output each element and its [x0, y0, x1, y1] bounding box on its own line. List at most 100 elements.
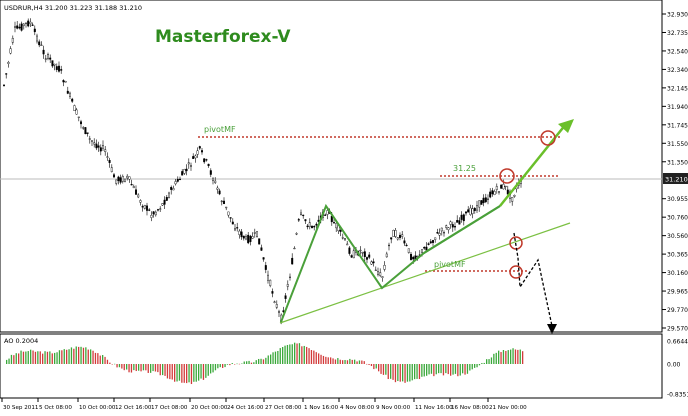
ao-bar	[291, 344, 293, 364]
time-tick-label: 5 Oct 08:00	[39, 405, 72, 411]
candle-body	[58, 65, 61, 72]
ao-bar	[363, 361, 365, 364]
ao-bar	[243, 361, 245, 364]
ao-bar	[226, 364, 229, 365]
candle-body	[192, 156, 195, 159]
candle-body	[286, 284, 289, 287]
candle-body	[106, 156, 109, 158]
ao-bar	[438, 364, 440, 374]
ao-bar	[370, 364, 373, 367]
candle-body	[38, 41, 41, 46]
ao-bar	[63, 349, 65, 364]
candle-body	[25, 22, 28, 24]
ao-bar	[358, 360, 361, 364]
candle-body	[110, 167, 113, 172]
ao-bar	[104, 356, 106, 364]
ao-bar	[234, 364, 236, 365]
candle-body	[247, 234, 250, 244]
price-axis: 32.930 32.735 32.540 32.340 32.145 31.940 31.7…	[662, 12, 688, 333]
ao-bar	[440, 364, 442, 374]
candle-body	[42, 49, 45, 55]
candle-body	[161, 203, 164, 206]
price-tick-label: 31.550	[667, 141, 688, 148]
ao-bar	[490, 357, 493, 364]
ao-bar	[433, 364, 435, 377]
ao-bar	[219, 364, 221, 368]
ao-bar	[34, 351, 37, 364]
ao-bar	[368, 364, 370, 365]
ao-bar	[190, 364, 193, 385]
candle-body	[429, 241, 432, 244]
time-axis: 30 Sep 2011 5 Oct 08:00 10 Oct 00:00 12 Oct…	[1, 398, 527, 411]
candle-body	[484, 197, 487, 203]
ao-bar	[327, 357, 329, 364]
ao-bar	[80, 346, 82, 364]
candle-body	[372, 261, 375, 264]
ao-bar	[445, 364, 447, 374]
ao-bar	[58, 350, 61, 364]
candle-body	[377, 271, 380, 275]
ao-bar	[462, 364, 464, 374]
candle-body	[88, 138, 91, 140]
pivot-target-circle	[540, 130, 556, 146]
candle-body	[412, 256, 415, 260]
ao-bar	[406, 364, 409, 382]
price-tick-label: 32.930	[667, 12, 688, 19]
ao-bar	[116, 364, 118, 368]
candle-body	[240, 231, 243, 238]
candle-body	[396, 237, 399, 240]
ao-tick-label: 0.00	[667, 362, 681, 369]
ao-bar	[183, 364, 185, 383]
ao-bar	[457, 364, 459, 377]
candle-body	[150, 215, 153, 218]
ao-bar	[404, 364, 406, 383]
candle-body	[478, 200, 481, 208]
candle-body	[454, 226, 457, 228]
candle-body	[326, 210, 329, 215]
ao-bar	[476, 364, 478, 368]
ao-bar	[49, 351, 51, 364]
ao-bar	[188, 364, 190, 383]
candle-body	[388, 244, 391, 247]
price-tick-label: 31.350	[667, 159, 688, 166]
candle-body	[462, 214, 465, 222]
ao-bar	[510, 349, 512, 364]
candle-body	[229, 217, 232, 219]
price-tick-label: 31.745	[667, 122, 688, 129]
candle-body	[220, 200, 223, 203]
candle-body	[458, 220, 461, 225]
candle-body	[491, 190, 494, 195]
candle-body	[18, 26, 21, 29]
candle-body	[264, 265, 267, 270]
ao-bar	[224, 364, 226, 368]
candle-body	[293, 247, 296, 250]
candle-body	[405, 244, 408, 247]
candle-body	[471, 208, 474, 214]
candle-body	[350, 255, 353, 258]
ao-bar	[423, 364, 425, 377]
ao-bar	[70, 347, 73, 364]
ao-axis: 0.6644 0.00 -0.8351	[667, 339, 688, 399]
candle-body	[467, 209, 470, 213]
ao-bar	[483, 362, 485, 364]
ao-bar	[22, 351, 25, 364]
candle-body	[238, 230, 241, 235]
ao-bar	[25, 351, 27, 364]
ao-bar	[313, 350, 315, 364]
ao-bar	[250, 362, 253, 364]
candle-body	[284, 295, 287, 299]
ao-bar	[430, 364, 433, 374]
ao-bar	[481, 363, 483, 364]
ao-tick-label: -0.8351	[667, 392, 688, 399]
candle-body	[451, 224, 454, 228]
ao-bar	[193, 364, 195, 382]
main-panel	[0, 0, 663, 333]
candle-body	[348, 247, 351, 254]
candle-body	[346, 243, 349, 246]
candle-body	[178, 178, 181, 181]
candle-body	[51, 60, 54, 67]
candle-body	[363, 251, 366, 258]
ao-bar	[442, 364, 445, 376]
candle-body	[253, 232, 256, 234]
candle-body	[315, 223, 318, 226]
